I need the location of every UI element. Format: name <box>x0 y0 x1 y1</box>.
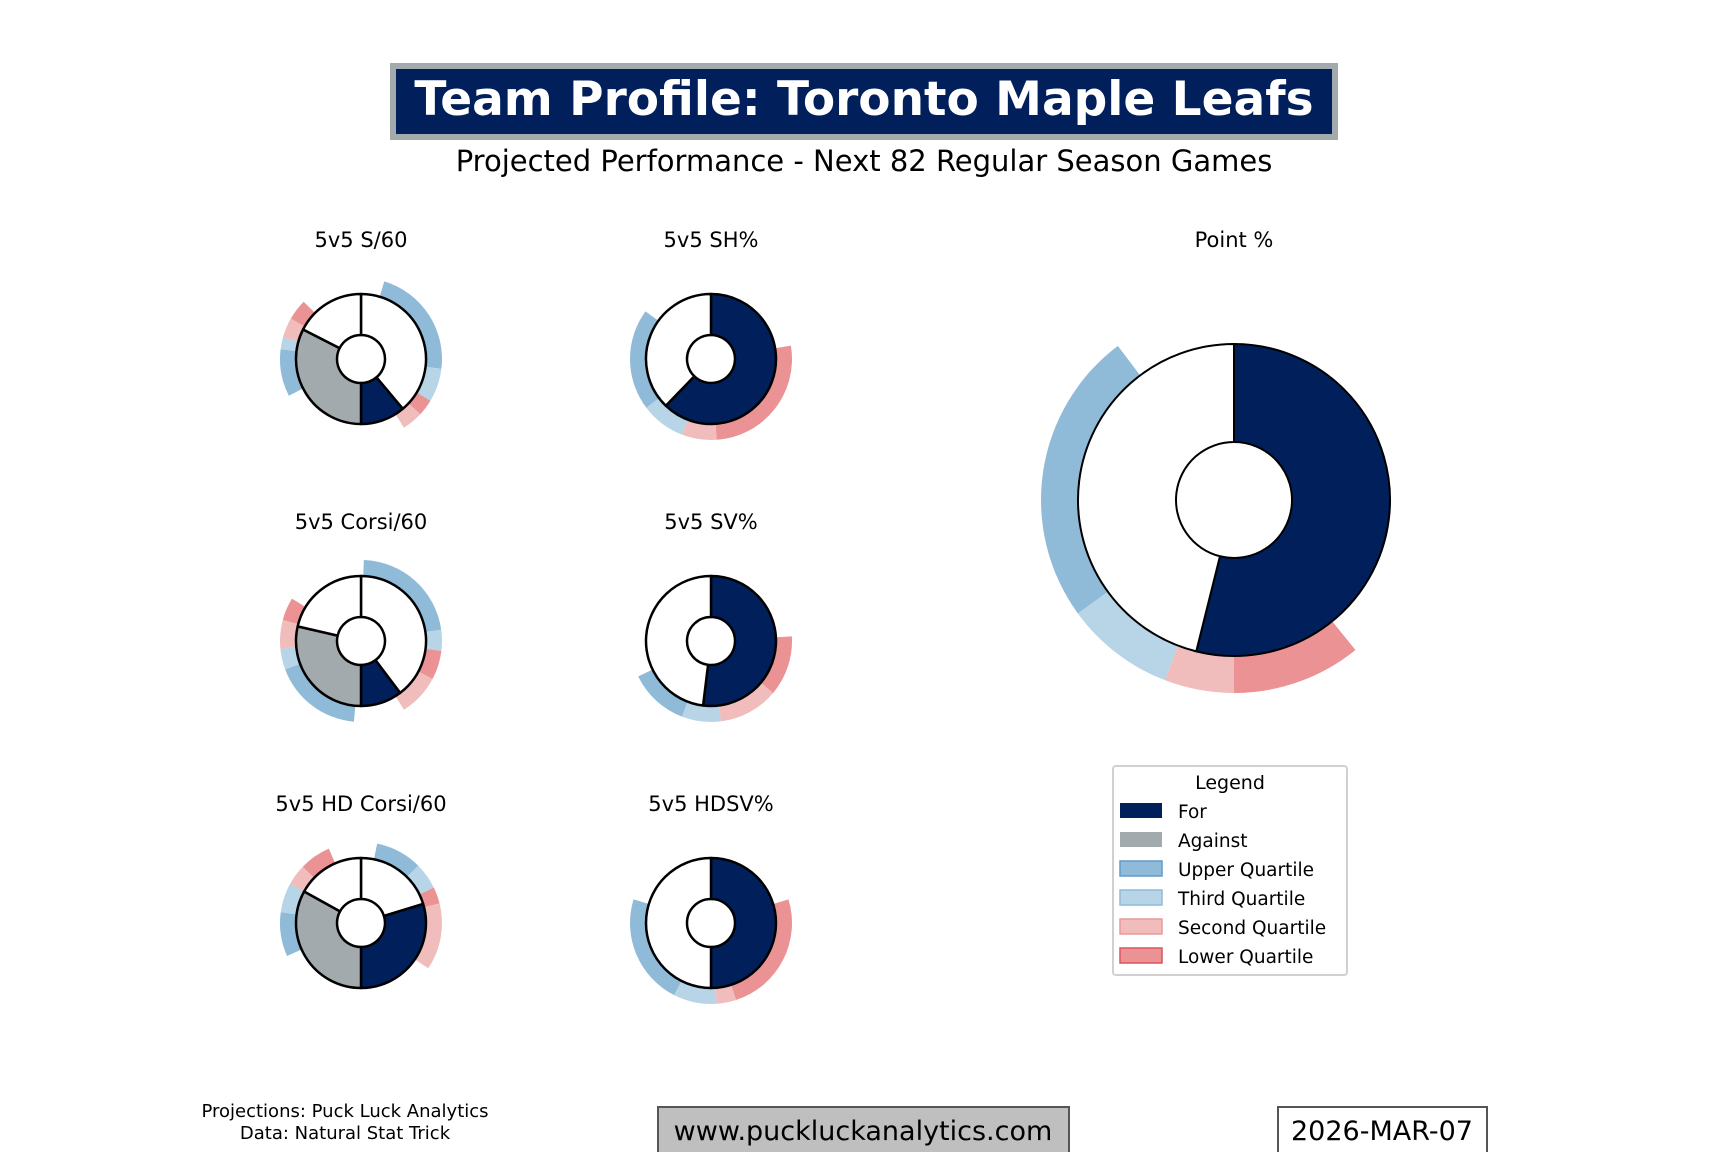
slice-empty <box>302 856 363 913</box>
donut-chart-point: Point % <box>1041 228 1391 693</box>
quartile-band-third <box>646 398 688 435</box>
quartile-band-third <box>280 647 301 670</box>
legend: Legend For Against Upper Quartile Third Qua… <box>1112 765 1348 976</box>
date-stamp: 2026-MAR-07 <box>1291 1116 1473 1147</box>
donut-chart-5v5-corsi-60: 5v5 Corsi/60 <box>280 510 442 722</box>
donut-chart-5v5-hdsv: 5v5 HDSV% <box>629 792 792 1004</box>
legend-item-second: Second Quartile <box>1119 918 1326 939</box>
quartile-band-upper <box>629 899 682 996</box>
website-box <box>657 1106 1070 1152</box>
slice-empty <box>644 292 713 408</box>
quartile-band-second <box>1164 645 1234 693</box>
slice-for <box>1195 343 1391 657</box>
page-title: Team Profile: Toronto Maple Leafs <box>414 72 1313 127</box>
page-subtitle: Projected Performance - Next 82 Regular … <box>456 144 1273 178</box>
quartile-band-upper <box>363 560 442 632</box>
quartile-band-upper <box>630 311 660 408</box>
quartile-band-lower <box>760 636 792 694</box>
quartile-band-second <box>715 984 737 1004</box>
chart-title: 5v5 SV% <box>664 510 757 534</box>
donut-chart-5v5-sv: 5v5 SV% <box>638 510 792 722</box>
slice-for <box>359 902 428 990</box>
chart-title: 5v5 SH% <box>664 228 759 252</box>
legend-swatch <box>1119 947 1163 964</box>
legend-swatch <box>1119 918 1163 935</box>
legend-frame <box>1112 765 1348 976</box>
legend-item-lower: Lower Quartile <box>1119 947 1313 968</box>
quartile-band-third <box>416 366 442 401</box>
slice-for <box>709 856 778 990</box>
slice-for <box>701 574 778 708</box>
donut-chart-5v5-s-60: 5v5 S/60 <box>280 228 442 428</box>
quartile-band-third <box>674 980 717 1004</box>
legend-item-against: Against <box>1120 831 1248 852</box>
quartile-band-upper <box>373 843 419 878</box>
legend-label: Against <box>1178 831 1248 852</box>
legend-label: Third Quartile <box>1177 889 1305 910</box>
legend-items: For Against Upper Quartile Third Quartile Se… <box>1119 802 1326 968</box>
credits-data: Data: Natural Stat Trick <box>240 1123 451 1144</box>
legend-item-for: For <box>1120 802 1207 823</box>
slice-empty <box>296 574 363 637</box>
quartile-band-lower <box>302 848 336 878</box>
legend-swatch <box>1120 832 1162 847</box>
legend-item-upper: Upper Quartile <box>1119 860 1314 881</box>
legend-label: Upper Quartile <box>1178 860 1314 881</box>
quartile-band-lower <box>715 345 792 440</box>
slice-against <box>294 328 363 426</box>
quartile-band-second <box>718 682 774 722</box>
slice-empty <box>644 574 713 707</box>
quartile-band-upper <box>280 912 302 956</box>
legend-label: For <box>1178 802 1207 823</box>
title-box <box>390 63 1338 140</box>
slice-empty <box>301 292 363 350</box>
quartile-band-second <box>290 866 315 892</box>
chart-title: 5v5 HD Corsi/60 <box>275 792 446 816</box>
quartile-band-third <box>1077 591 1179 681</box>
quartile-band-upper <box>638 669 688 717</box>
charts-area: 5v5 S/60 5v5 SH% 5v5 Corsi/60 5v5 SV% 5v5 HD… <box>275 228 1391 1004</box>
quartile-band-upper <box>1041 345 1141 614</box>
slice-against <box>294 890 363 990</box>
quartile-band-second <box>395 403 421 428</box>
credits-projections: Projections: Puck Luck Analytics <box>201 1101 488 1122</box>
donut-chart-5v5-hd-corsi-60: 5v5 HD Corsi/60 <box>275 792 447 990</box>
legend-label: Lower Quartile <box>1178 947 1313 968</box>
slice-for <box>664 292 778 426</box>
legend-title: Legend <box>1195 772 1265 794</box>
legend-swatch <box>1120 803 1162 818</box>
quartile-band-second <box>280 620 299 649</box>
legend-swatch <box>1119 860 1163 877</box>
quartile-band-lower <box>290 301 316 327</box>
chart-title: 5v5 S/60 <box>315 228 408 252</box>
chart-title: Point % <box>1195 228 1274 252</box>
website-link[interactable]: www.puckluckanalytics.com <box>674 1116 1053 1147</box>
quartile-band-second <box>395 671 433 710</box>
quartile-band-lower <box>1234 621 1356 693</box>
slice-empty <box>359 292 428 411</box>
quartile-band-upper <box>280 349 304 396</box>
quartile-band-third <box>425 629 442 651</box>
slice-empty <box>359 856 425 918</box>
legend-item-third: Third Quartile <box>1119 889 1305 910</box>
chart-title: 5v5 Corsi/60 <box>295 510 428 534</box>
slice-empty <box>644 856 713 990</box>
chart-title: 5v5 HDSV% <box>648 792 773 816</box>
quartile-band-third <box>406 865 434 895</box>
quartile-band-third <box>280 883 305 915</box>
date-box <box>1277 1106 1488 1152</box>
legend-swatch <box>1119 889 1163 906</box>
slice-against <box>294 625 363 708</box>
donut-chart-5v5-sh: 5v5 SH% <box>630 228 792 440</box>
legend-label: Second Quartile <box>1178 918 1326 939</box>
slice-empty <box>359 574 428 695</box>
quartile-band-lower <box>419 887 440 908</box>
quartile-band-second <box>414 903 442 969</box>
quartile-band-third <box>280 337 299 352</box>
slice-empty <box>1077 343 1235 653</box>
